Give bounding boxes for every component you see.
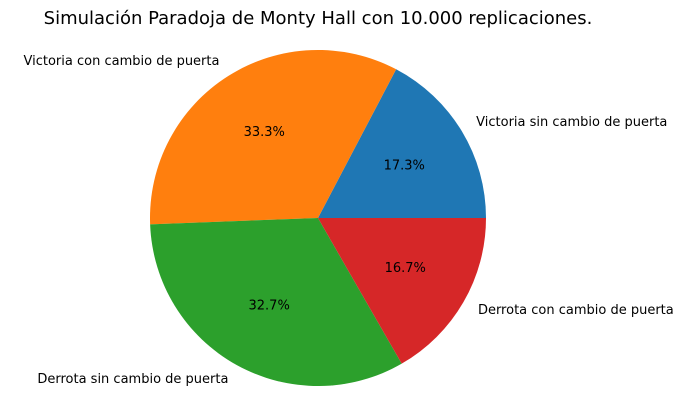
pie-pct-label-1: 17.3% <box>384 158 425 173</box>
pie-pct-label-4: 16.7% <box>385 261 426 276</box>
pie-pct-label-2: 33.3% <box>244 125 285 140</box>
pie-category-label-1: Victoria sin cambio de puerta <box>476 115 667 130</box>
chart-title: Simulación Paradoja de Monty Hall con 10… <box>0 8 636 29</box>
pie-category-label-2: Victoria con cambio de puerta <box>24 54 220 69</box>
pie-pct-label-3: 32.7% <box>249 299 290 314</box>
pie-category-label-4: Derrota con cambio de puerta <box>478 303 674 318</box>
pie-category-label-3: Derrota sin cambio de puerta <box>37 372 228 387</box>
